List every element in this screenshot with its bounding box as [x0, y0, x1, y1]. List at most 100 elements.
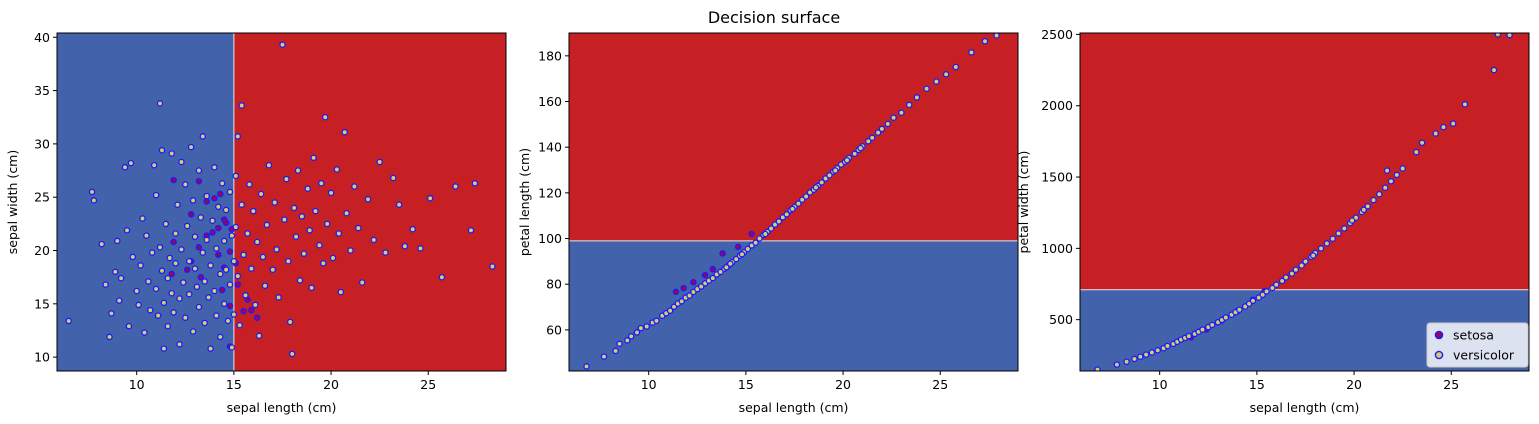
data-point-setosa	[168, 270, 175, 278]
data-point-versicolor	[65, 317, 72, 325]
data-point-versicolor	[183, 222, 191, 230]
data-point-versicolor	[217, 333, 224, 341]
data-point-versicolor	[471, 180, 479, 187]
data-point-setosa	[672, 288, 680, 296]
data-point-versicolor	[232, 223, 240, 231]
data-point-setosa	[195, 244, 203, 251]
data-point-versicolor	[802, 193, 810, 200]
data-point-versicolor	[129, 253, 137, 261]
data-point-setosa	[234, 281, 242, 288]
y-tick-label: 10	[34, 350, 50, 365]
x-tick-label: 25	[420, 377, 436, 392]
data-point-versicolor	[158, 267, 166, 275]
data-point-versicolor	[1269, 284, 1276, 292]
data-point-versicolor	[851, 150, 858, 158]
data-point-setosa	[248, 306, 255, 314]
data-point-versicolor	[1494, 33, 1502, 38]
panel-2: 10 15 20 25 60 80 100 120 140 160 180 sepal length …	[517, 32, 1019, 415]
data-point-versicolor	[238, 102, 245, 109]
data-point-versicolor	[333, 166, 341, 173]
data-point-versicolor	[382, 249, 389, 256]
data-point-versicolor	[1376, 190, 1383, 198]
data-point-versicolor	[123, 227, 131, 234]
data-point-versicolor	[756, 235, 763, 242]
data-point-versicolor	[244, 230, 251, 237]
legend-label-setosa: setosa	[1453, 328, 1494, 343]
y-tick-label: 160	[538, 94, 562, 109]
data-point-versicolor	[633, 329, 641, 336]
data-point-versicolor	[298, 213, 306, 220]
data-point-versicolor	[292, 233, 300, 240]
data-point-versicolor	[203, 236, 210, 244]
data-point-versicolor	[775, 218, 783, 225]
data-point-setosa	[226, 302, 234, 310]
y-tick-label: 500	[1049, 312, 1073, 327]
data-point-versicolor	[217, 270, 224, 278]
data-point-versicolor	[666, 307, 674, 314]
data-point-versicolor	[180, 279, 187, 286]
data-point-versicolor	[133, 287, 140, 295]
data-point-versicolor	[201, 319, 208, 327]
data-point-versicolor	[164, 322, 172, 330]
data-point-versicolor	[168, 289, 175, 297]
data-point-versicolor	[1222, 314, 1230, 321]
data-point-versicolor	[789, 205, 796, 213]
data-point-versicolor	[1302, 258, 1309, 265]
data-point-versicolor	[112, 268, 119, 276]
data-point-versicolor	[1199, 326, 1206, 333]
decision-region-versicolor	[233, 33, 506, 371]
data-point-versicolor	[199, 249, 207, 256]
data-point-versicolor	[438, 273, 446, 281]
data-point-setosa	[701, 271, 709, 279]
x-axis-label: sepal length (cm)	[227, 400, 337, 415]
data-point-versicolor	[211, 287, 218, 295]
data-point-versicolor	[738, 251, 746, 258]
data-point-versicolor	[269, 266, 277, 273]
data-point-versicolor	[637, 324, 645, 332]
data-point-versicolor	[1490, 66, 1498, 74]
y-tick-label: 180	[538, 48, 562, 63]
data-point-versicolor	[213, 245, 220, 252]
data-point-setosa	[215, 224, 222, 232]
y-tick-label: 2000	[1041, 98, 1073, 113]
data-point-versicolor	[168, 150, 175, 157]
data-point-versicolor	[228, 232, 236, 239]
data-point-versicolor	[234, 272, 242, 280]
data-point-versicolor	[843, 156, 851, 164]
data-point-versicolor	[409, 225, 416, 233]
data-point-versicolor	[283, 175, 290, 183]
data-point-versicolor	[890, 114, 897, 121]
data-point-setosa	[203, 198, 210, 205]
x-tick-label: 15	[226, 377, 242, 392]
data-point-versicolor	[686, 292, 693, 299]
data-point-versicolor	[238, 201, 245, 208]
data-point-versicolor	[218, 180, 226, 187]
x-axis-label: sepal length (cm)	[1250, 400, 1360, 415]
data-point-versicolor	[1348, 217, 1356, 224]
data-point-setosa	[748, 230, 755, 238]
data-point-versicolor	[185, 290, 193, 298]
data-point-versicolor	[1263, 288, 1270, 295]
data-point-versicolor	[285, 257, 292, 265]
data-point-versicolor	[942, 71, 950, 78]
data-point-versicolor	[174, 201, 181, 208]
data-point-versicolor	[868, 134, 876, 142]
y-axis-label: petal length (cm)	[517, 148, 532, 256]
data-point-versicolor	[968, 49, 975, 56]
data-point-versicolor	[417, 245, 424, 252]
data-point-versicolor	[1461, 101, 1469, 108]
data-point-setosa	[719, 250, 726, 257]
data-point-versicolor	[952, 63, 960, 71]
data-point-versicolor	[832, 167, 839, 174]
data-point-versicolor	[160, 345, 168, 352]
data-point-versicolor	[316, 241, 323, 249]
data-point-versicolor	[226, 188, 234, 196]
y-tick-label: 1000	[1041, 241, 1073, 256]
data-point-versicolor	[318, 180, 325, 187]
data-point-versicolor	[993, 33, 1000, 39]
data-point-versicolor	[376, 158, 383, 166]
data-point-versicolor	[250, 207, 257, 215]
y-tick-label: 60	[546, 322, 562, 337]
data-point-versicolor	[653, 317, 660, 325]
data-point-versicolor	[145, 278, 152, 285]
